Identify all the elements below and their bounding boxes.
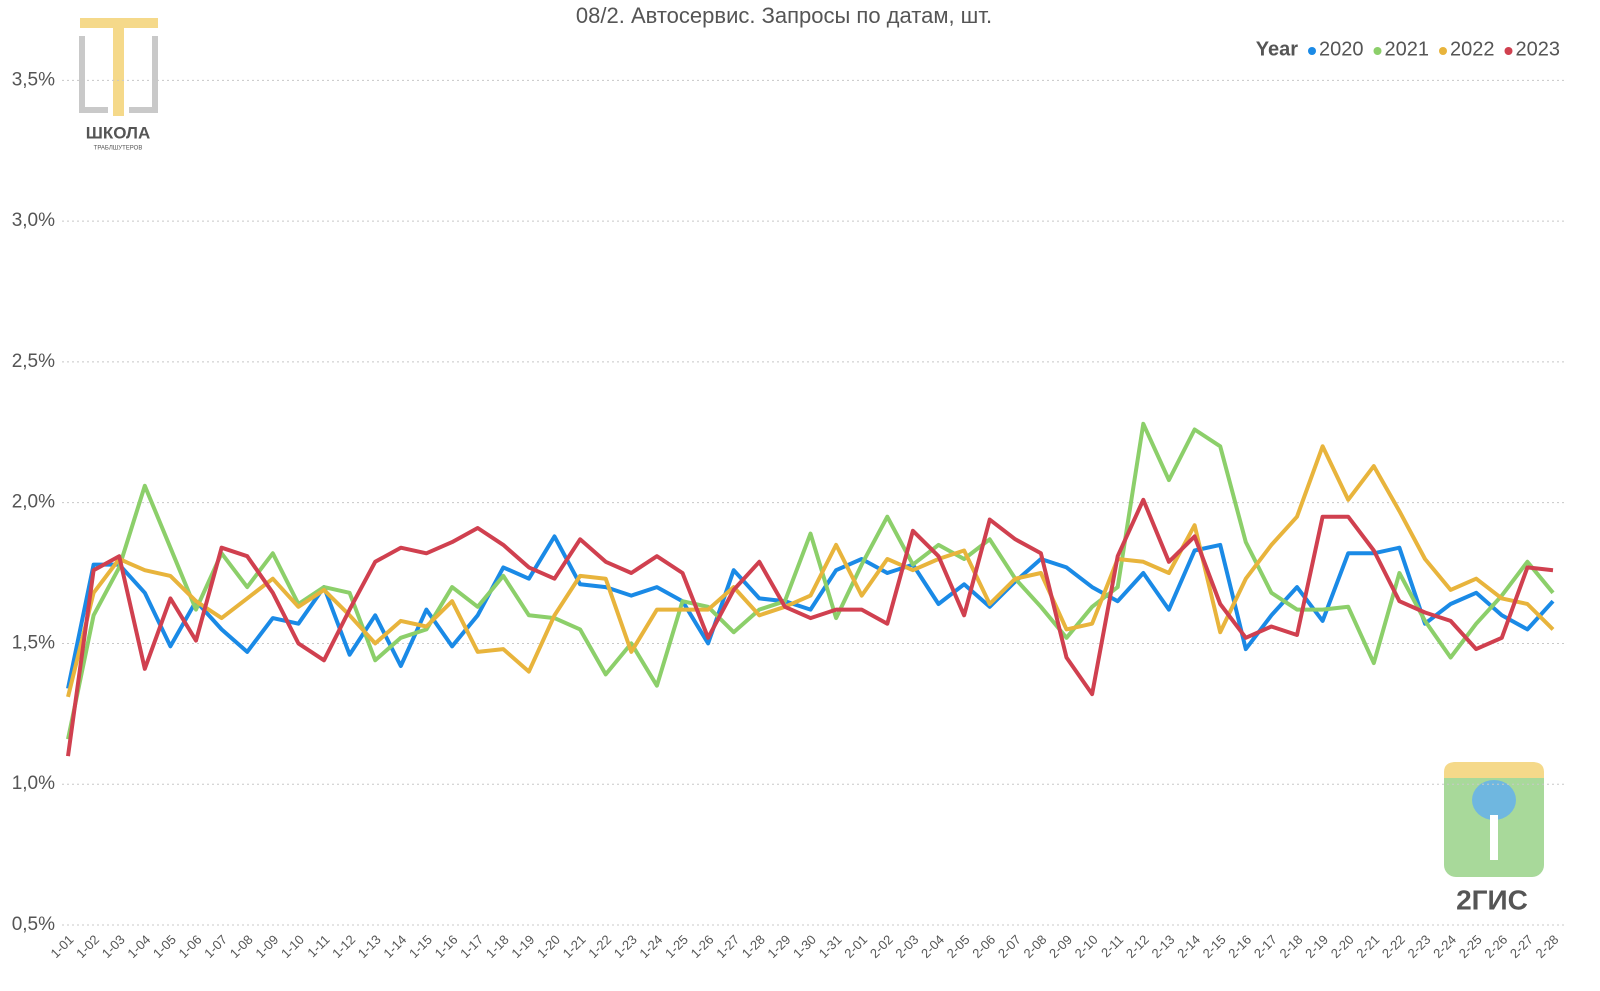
x-tick-label: 1-21 (560, 932, 589, 961)
series-line (66, 444, 1555, 698)
x-tick-label: 2-17 (1251, 932, 1280, 961)
legend: Year 2020 2021 2022 2023 (1256, 38, 1560, 60)
x-tick-label: 1-25 (662, 932, 691, 961)
x-tick-label: 2-01 (841, 932, 870, 961)
x-tick-label: 1-20 (534, 932, 563, 961)
series-line (66, 534, 1555, 689)
x-tick-label: 1-28 (739, 932, 768, 961)
legend-label: 2020 (1319, 38, 1364, 60)
x-tick-label: 1-27 (713, 932, 742, 961)
x-tick-label: 2-15 (1200, 932, 1229, 961)
legend-title: Year (1256, 38, 1298, 60)
x-tick-label: 2-07 (995, 932, 1024, 961)
x-tick-label: 1-22 (585, 932, 614, 961)
chart-title: 08/2. Автосервис. Запросы по датам, шт. (576, 3, 992, 28)
x-tick-label: 1-16 (432, 932, 461, 961)
x-tick-label: 2-05 (944, 932, 973, 961)
y-tick-label: 2,0% (12, 492, 55, 513)
x-tick-label: 1-01 (48, 932, 77, 961)
legend-marker (1439, 47, 1447, 55)
logo-text: 2ГИС (1456, 884, 1528, 915)
x-tick-label: 1-29 (764, 932, 793, 961)
y-tick-label: 0,5% (12, 914, 55, 935)
x-tick-label: 1-14 (380, 932, 409, 961)
x-tick-label: 1-11 (304, 932, 332, 960)
x-tick-label: 2-16 (1225, 932, 1254, 961)
x-tick-label: 2-27 (1507, 932, 1536, 961)
x-tick-label: 2-02 (867, 932, 896, 961)
series-line (66, 421, 1555, 740)
x-tick-label: 1-30 (790, 932, 819, 961)
x-tick-label: 1-18 (483, 932, 512, 961)
x-tick-label: 2-18 (1277, 932, 1306, 961)
x-tick-label: 1-13 (355, 932, 384, 961)
logo-text: ШКОЛА (86, 123, 150, 142)
x-tick-label: 2-13 (1148, 932, 1177, 961)
x-tick-label: 2-11 (1098, 932, 1126, 960)
x-tick-label: 1-05 (150, 932, 179, 961)
school-logo: ШКОЛА ТРАБЛШУТЕРОВ (79, 18, 158, 152)
x-tick-label: 1-19 (508, 932, 537, 961)
x-tick-label: 1-12 (329, 932, 358, 961)
legend-marker (1373, 47, 1382, 55)
x-tick-label: 1-08 (227, 932, 256, 961)
x-tick-label: 1-10 (278, 932, 307, 961)
legend-marker (1308, 47, 1316, 55)
brand-logo: 2ГИС (1444, 762, 1544, 915)
x-tick-label: 2-25 (1456, 932, 1485, 961)
x-tick-label: 1-31 (816, 932, 845, 961)
legend-label: 2021 (1385, 38, 1430, 60)
x-tick-label: 2-14 (1174, 932, 1203, 961)
x-tick-label: 1-06 (176, 932, 205, 961)
legend-label: 2023 (1516, 38, 1561, 60)
x-tick-label: 1-03 (99, 932, 128, 961)
y-tick-label: 1,0% (12, 773, 55, 794)
x-tick-label: 2-10 (1072, 932, 1101, 961)
legend-marker (1504, 47, 1513, 55)
x-tick-label: 1-07 (201, 932, 230, 961)
x-tick-label: 2-20 (1328, 932, 1357, 961)
y-tick-label: 3,5% (12, 69, 55, 90)
logo-text: ТРАБЛШУТЕРОВ (94, 146, 143, 152)
x-tick-label: 2-12 (1123, 932, 1152, 961)
x-tick-label: 2-19 (1302, 932, 1331, 961)
legend-label: 2022 (1450, 38, 1495, 60)
x-tick-label: 1-15 (406, 932, 435, 961)
x-tick-label: 1-26 (688, 932, 717, 961)
x-tick-label: 1-24 (636, 932, 665, 961)
series-line (66, 497, 1554, 757)
x-tick-label: 2-03 (892, 932, 921, 961)
x-tick-label: 1-04 (124, 932, 153, 961)
x-tick-label: 2-04 (918, 932, 947, 961)
x-tick-label: 2-06 (969, 932, 998, 961)
y-tick-label: 1,5% (12, 632, 55, 653)
y-tick-label: 3,0% (12, 210, 55, 231)
x-tick-label: 1-02 (73, 932, 102, 961)
x-tick-label: 2-23 (1405, 932, 1434, 961)
x-tick-label: 2-08 (1020, 932, 1049, 961)
x-tick-label: 1-17 (457, 932, 486, 961)
x-tick-label: 1-09 (252, 932, 281, 961)
x-tick-label: 2-24 (1430, 932, 1459, 961)
y-tick-label: 2,5% (12, 351, 55, 372)
x-tick-label: 2-26 (1481, 932, 1510, 961)
x-tick-label: 2-22 (1379, 932, 1408, 961)
x-tick-label: 1-23 (611, 932, 640, 961)
x-tick-label: 2-28 (1533, 932, 1562, 961)
x-tick-label: 2-09 (1046, 932, 1075, 961)
x-tick-label: 2-21 (1353, 932, 1382, 961)
